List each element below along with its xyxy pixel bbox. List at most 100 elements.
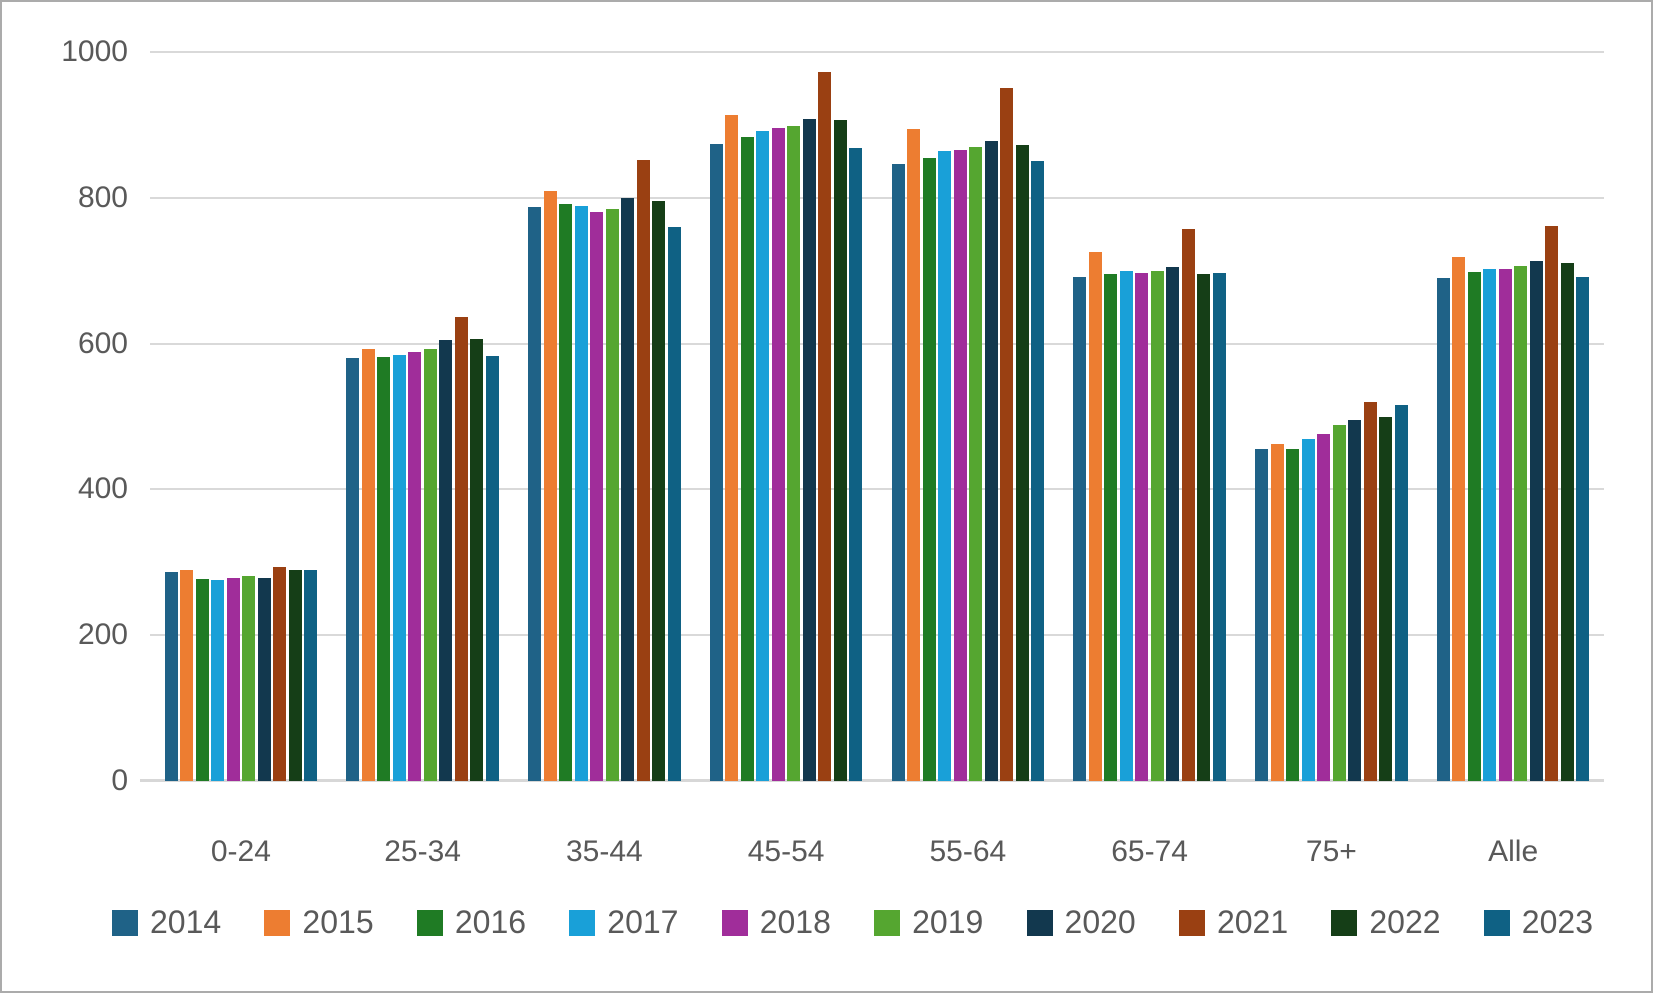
bar-2020-35-44 — [621, 197, 635, 781]
bar-2020-65-74 — [1166, 267, 1180, 781]
bar-2018-35-44 — [590, 211, 604, 781]
legend-label: 2017 — [607, 904, 679, 940]
x-category-label: 35-44 — [566, 835, 643, 868]
bar-2017-0-24 — [211, 579, 225, 781]
bar-2015-0-24 — [180, 570, 194, 781]
bar-2015-55-64 — [907, 129, 921, 781]
legend-item-2019: 2019 — [874, 904, 983, 941]
gridline-800 — [150, 196, 1604, 199]
bar-2020-Alle — [1529, 261, 1543, 781]
bar-2016-35-44 — [559, 203, 573, 781]
legend-item-2015: 2015 — [264, 904, 374, 941]
legend-swatch-2021 — [1178, 909, 1205, 936]
bar-2016-65-74 — [1104, 274, 1118, 781]
legend-item-2020: 2020 — [1026, 904, 1136, 941]
legend-label: 2016 — [454, 904, 527, 940]
x-category-label: 55-64 — [929, 835, 1007, 868]
bar-2015-35-44 — [543, 191, 557, 781]
legend-item-2018: 2018 — [721, 904, 831, 941]
bar-2021-45-54 — [818, 71, 832, 781]
bar-2023-75+ — [1394, 404, 1408, 781]
bar-group-55-64 — [877, 52, 1059, 781]
legend-item-2017: 2017 — [569, 904, 678, 941]
gridline-1000 — [150, 51, 1604, 53]
bar-2019-35-44 — [605, 209, 619, 781]
bar-2022-Alle — [1560, 262, 1574, 781]
legend-label: 2015 — [302, 904, 374, 940]
y-tick-label: 800 — [77, 180, 128, 214]
bar-2016-25-34 — [377, 356, 391, 781]
bar-group-65-74 — [1059, 52, 1241, 781]
bar-2014-0-24 — [164, 571, 178, 781]
bar-2021-0-24 — [273, 567, 287, 781]
bar-2016-Alle — [1467, 272, 1481, 781]
bar-2019-55-64 — [969, 146, 983, 781]
bar-2020-25-34 — [439, 339, 453, 781]
bar-2021-35-44 — [636, 159, 650, 781]
bar-2023-65-74 — [1212, 272, 1226, 781]
legend-label: 2014 — [150, 904, 222, 940]
legend-item-2022: 2022 — [1331, 904, 1441, 941]
bar-2017-25-34 — [392, 354, 406, 781]
legend-label: 2021 — [1216, 904, 1289, 940]
bar-2020-45-54 — [802, 119, 816, 781]
legend-label: 2018 — [759, 904, 831, 940]
bar-group-35-44 — [514, 52, 696, 781]
bar-2014-25-34 — [346, 358, 360, 781]
bar-2020-0-24 — [257, 578, 271, 781]
bar-2022-45-54 — [833, 119, 847, 781]
legend-swatch-2018 — [721, 909, 748, 936]
plot-area — [140, 51, 1604, 782]
bar-2014-65-74 — [1073, 277, 1087, 781]
x-category-label: 75+ — [1305, 835, 1357, 868]
bar-2018-75+ — [1317, 434, 1331, 781]
bar-2015-45-54 — [725, 114, 739, 781]
bar-group-45-54 — [695, 52, 877, 781]
x-axis-labels: 0-24 25-34 35-44 45-54 55-64 65-74 75+ Alle — [150, 835, 1604, 869]
bar-2017-55-64 — [938, 151, 952, 781]
legend-label: 2022 — [1369, 904, 1441, 940]
legend-swatch-2019 — [874, 909, 901, 936]
bar-2021-75+ — [1363, 401, 1377, 781]
x-category-label: Alle — [1488, 835, 1539, 868]
bar-2022-25-34 — [470, 338, 484, 781]
bar-2017-65-74 — [1119, 270, 1133, 781]
bar-2019-0-24 — [242, 576, 256, 781]
bar-2015-65-74 — [1088, 251, 1102, 781]
bar-2023-45-54 — [849, 147, 863, 781]
bar-2019-Alle — [1514, 266, 1528, 781]
bar-groups — [150, 52, 1604, 781]
x-category-label: 45-54 — [747, 835, 825, 868]
y-tick-label: 400 — [77, 472, 128, 506]
legend-label: 2019 — [912, 904, 984, 940]
bar-2014-75+ — [1255, 448, 1269, 781]
legend-item-2021: 2021 — [1178, 904, 1289, 941]
bar-2020-75+ — [1348, 420, 1362, 781]
legend: 2014 2015 2016 2017 2018 2019 2020 2021 2022 2023 — [112, 904, 1593, 941]
bar-group-75+ — [1241, 52, 1423, 781]
bar-2018-25-34 — [408, 351, 422, 781]
legend-label: 2020 — [1064, 904, 1136, 940]
bar-2017-Alle — [1483, 269, 1497, 781]
x-category-label: 65-74 — [1111, 835, 1188, 868]
bar-2016-55-64 — [922, 157, 936, 781]
legend-swatch-2016 — [416, 909, 443, 936]
x-category-label: 0-24 — [210, 835, 271, 868]
bar-2016-0-24 — [195, 579, 209, 781]
bar-2021-65-74 — [1181, 229, 1195, 781]
legend-swatch-2020 — [1026, 909, 1053, 936]
y-tick-label: 1000 — [61, 35, 128, 68]
bar-2023-Alle — [1576, 276, 1590, 781]
bar-2014-55-64 — [891, 164, 905, 781]
bar-2021-25-34 — [454, 316, 468, 781]
bar-2018-65-74 — [1135, 272, 1149, 781]
legend-swatch-2022 — [1331, 909, 1358, 936]
bar-2015-25-34 — [361, 348, 375, 781]
bar-2018-Alle — [1498, 268, 1512, 781]
bar-2023-35-44 — [667, 226, 681, 781]
y-tick-label: 600 — [77, 326, 128, 360]
bar-2015-75+ — [1270, 444, 1284, 781]
gridline-600 — [150, 342, 1604, 345]
bar-2018-55-64 — [953, 149, 967, 781]
